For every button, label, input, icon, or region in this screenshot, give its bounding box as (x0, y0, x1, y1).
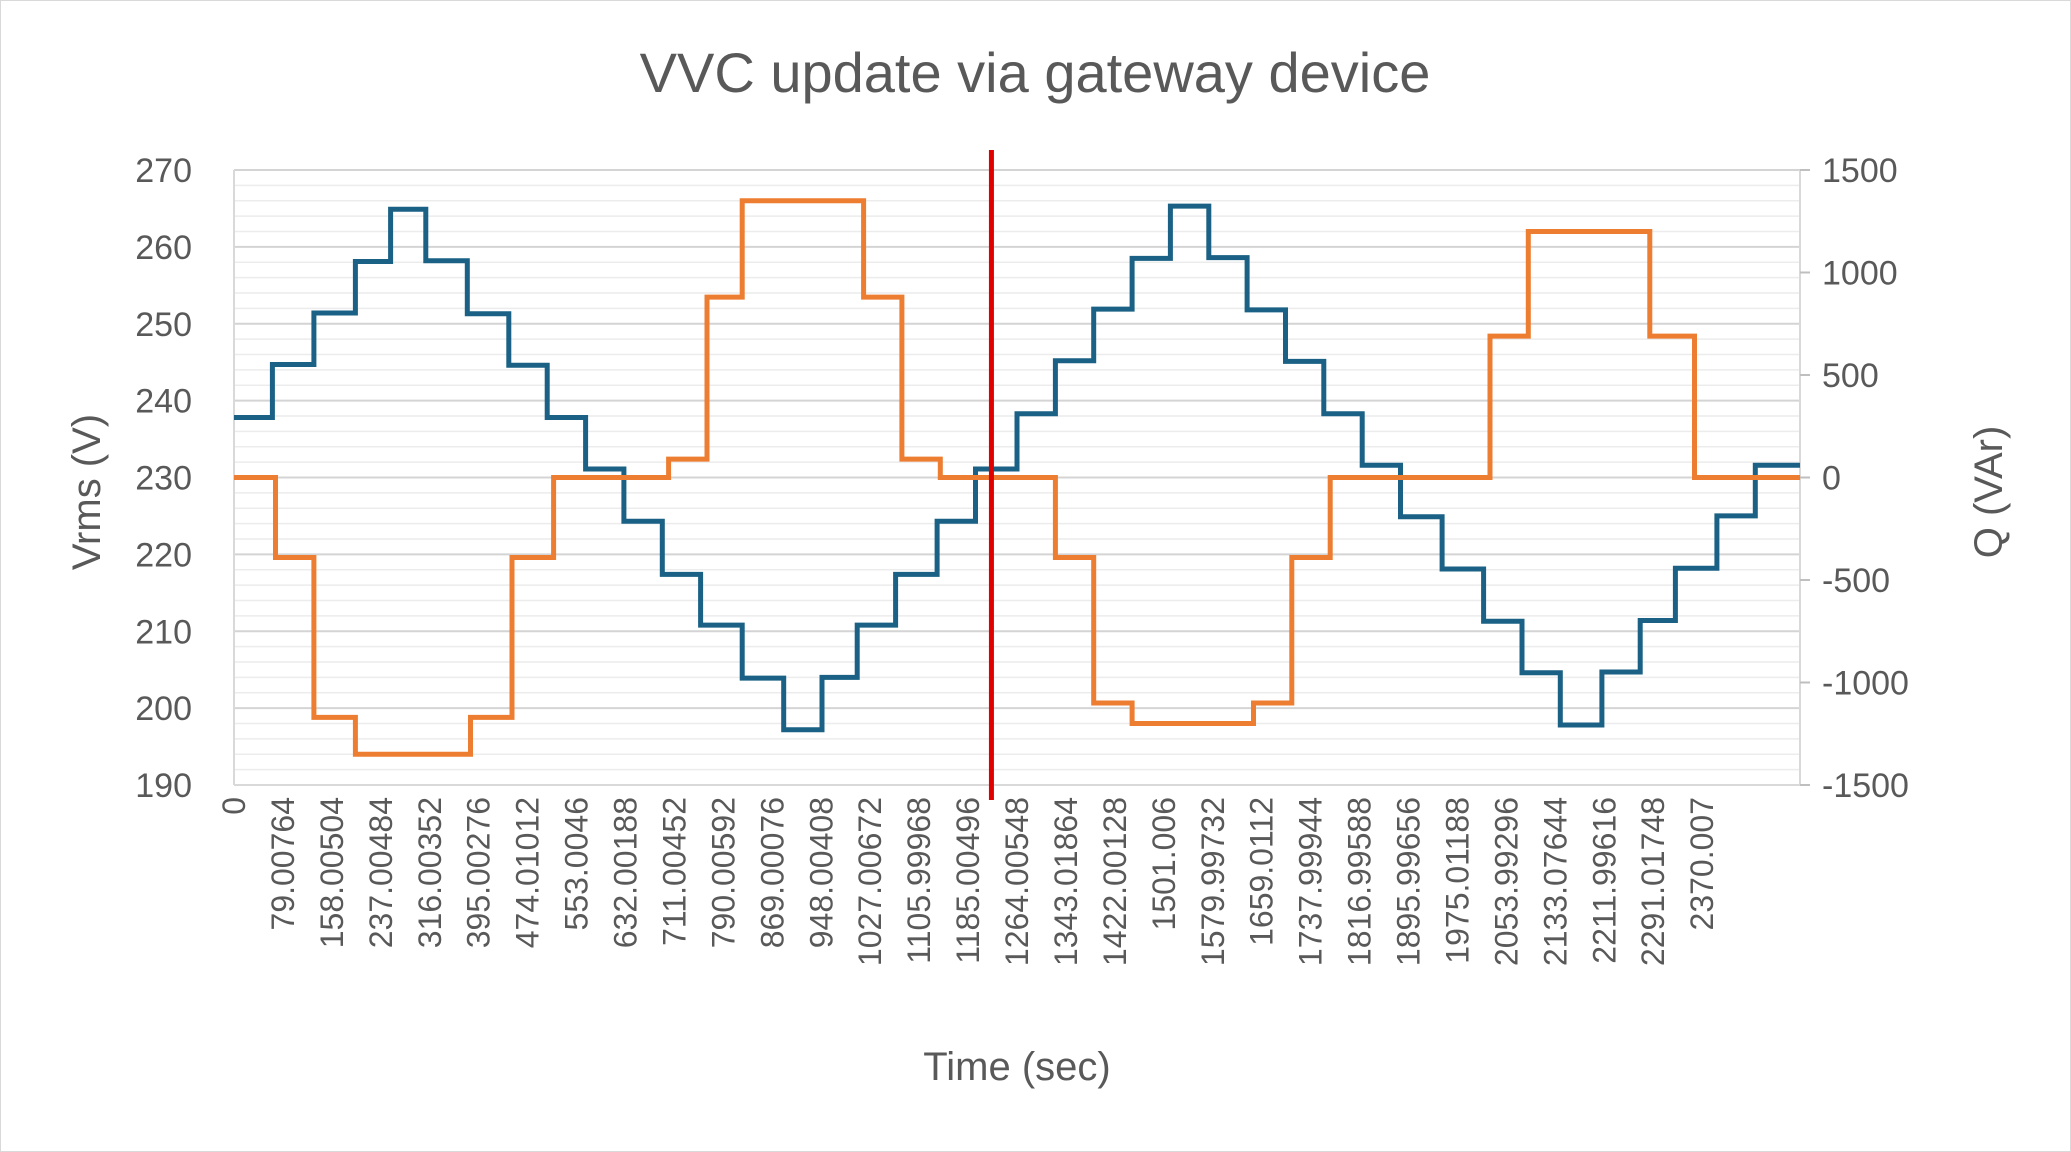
y-right-tick-label: -500 (1822, 562, 1890, 600)
x-tick-label: 1975.01188 (1439, 797, 1475, 964)
x-tick-label: 2133.07644 (1537, 797, 1573, 966)
y-axis-left-title: Vrms (V) (65, 414, 109, 570)
y-right-tick-label: 0 (1822, 460, 1841, 498)
y-left-tick-label: 210 (135, 613, 192, 651)
chart-title: VVC update via gateway device (640, 41, 1431, 104)
y-left-tick-label: 190 (135, 767, 192, 805)
x-tick-label: 553.0046 (559, 797, 595, 930)
y-left-tick-label: 200 (135, 690, 192, 728)
x-tick-label: 2291.01748 (1635, 797, 1671, 966)
x-tick-label: 869.00076 (754, 797, 790, 948)
x-tick-label: 632.00188 (608, 797, 644, 948)
y-right-tick-label: -1500 (1822, 767, 1909, 805)
x-tick-label: 1659.0112 (1244, 797, 1280, 946)
y-left-tick-label: 230 (135, 460, 192, 498)
x-tick-label: 395.00276 (461, 797, 497, 948)
x-tick-label: 79.00764 (265, 797, 301, 930)
y-axis-right-title: Q (VAr) (1967, 426, 2011, 559)
x-tick-label: 1264.00548 (999, 797, 1035, 966)
x-tick-label: 711.00452 (656, 797, 692, 946)
x-tick-label: 790.00592 (705, 797, 741, 948)
y-left-tick-label: 240 (135, 383, 192, 421)
x-tick-label: 237.00484 (363, 797, 399, 948)
x-axis-ticks: 0 79.00764 158.00504 237.00484 316.00352 395.… (216, 797, 1720, 966)
y-right-tick-label: -1000 (1822, 665, 1909, 703)
x-tick-label: 1027.00672 (852, 797, 888, 966)
x-tick-label: 1579.99732 (1195, 797, 1231, 966)
y-left-tick-label: 250 (135, 306, 192, 344)
y-right-tick-label: 500 (1822, 357, 1879, 395)
series-layer (234, 198, 1800, 757)
x-tick-label: 474.01012 (510, 797, 546, 948)
right-axis-ticks: -1500 -1000 -500 0 500 1000 1500 (1800, 152, 1909, 805)
left-axis-ticks: 190 200 210 220 230 240 250 260 270 (135, 152, 192, 805)
y-left-tick-label: 270 (135, 152, 192, 190)
x-tick-label: 1343.01864 (1048, 797, 1084, 966)
x-tick-label: 2211.99616 (1586, 797, 1622, 964)
x-tick-label: 1105.99968 (901, 797, 937, 964)
y-right-tick-label: 1500 (1822, 152, 1898, 190)
x-tick-label: 2370.007 (1684, 797, 1720, 930)
x-tick-label: 158.00504 (314, 797, 350, 948)
series-vrms-line (234, 203, 1800, 733)
x-tick-label: 316.00352 (412, 797, 448, 948)
x-tick-label: 1422.00128 (1097, 797, 1133, 966)
y-right-tick-label: 1000 (1822, 255, 1898, 293)
x-tick-label: 1737.99944 (1293, 797, 1329, 966)
x-tick-label: 0 (216, 797, 252, 815)
x-tick-label: 1501.006 (1146, 797, 1182, 930)
y-left-tick-label: 220 (135, 536, 192, 574)
x-tick-label: 948.00408 (803, 797, 839, 948)
x-tick-label: 1185.00496 (950, 797, 986, 964)
x-tick-label: 1895.99656 (1391, 797, 1427, 966)
series-q-line (234, 198, 1800, 757)
y-left-tick-label: 260 (135, 229, 192, 267)
x-tick-label: 2053.99296 (1488, 797, 1524, 966)
x-axis-title: Time (sec) (923, 1045, 1110, 1089)
x-tick-label: 1816.99588 (1342, 797, 1378, 966)
